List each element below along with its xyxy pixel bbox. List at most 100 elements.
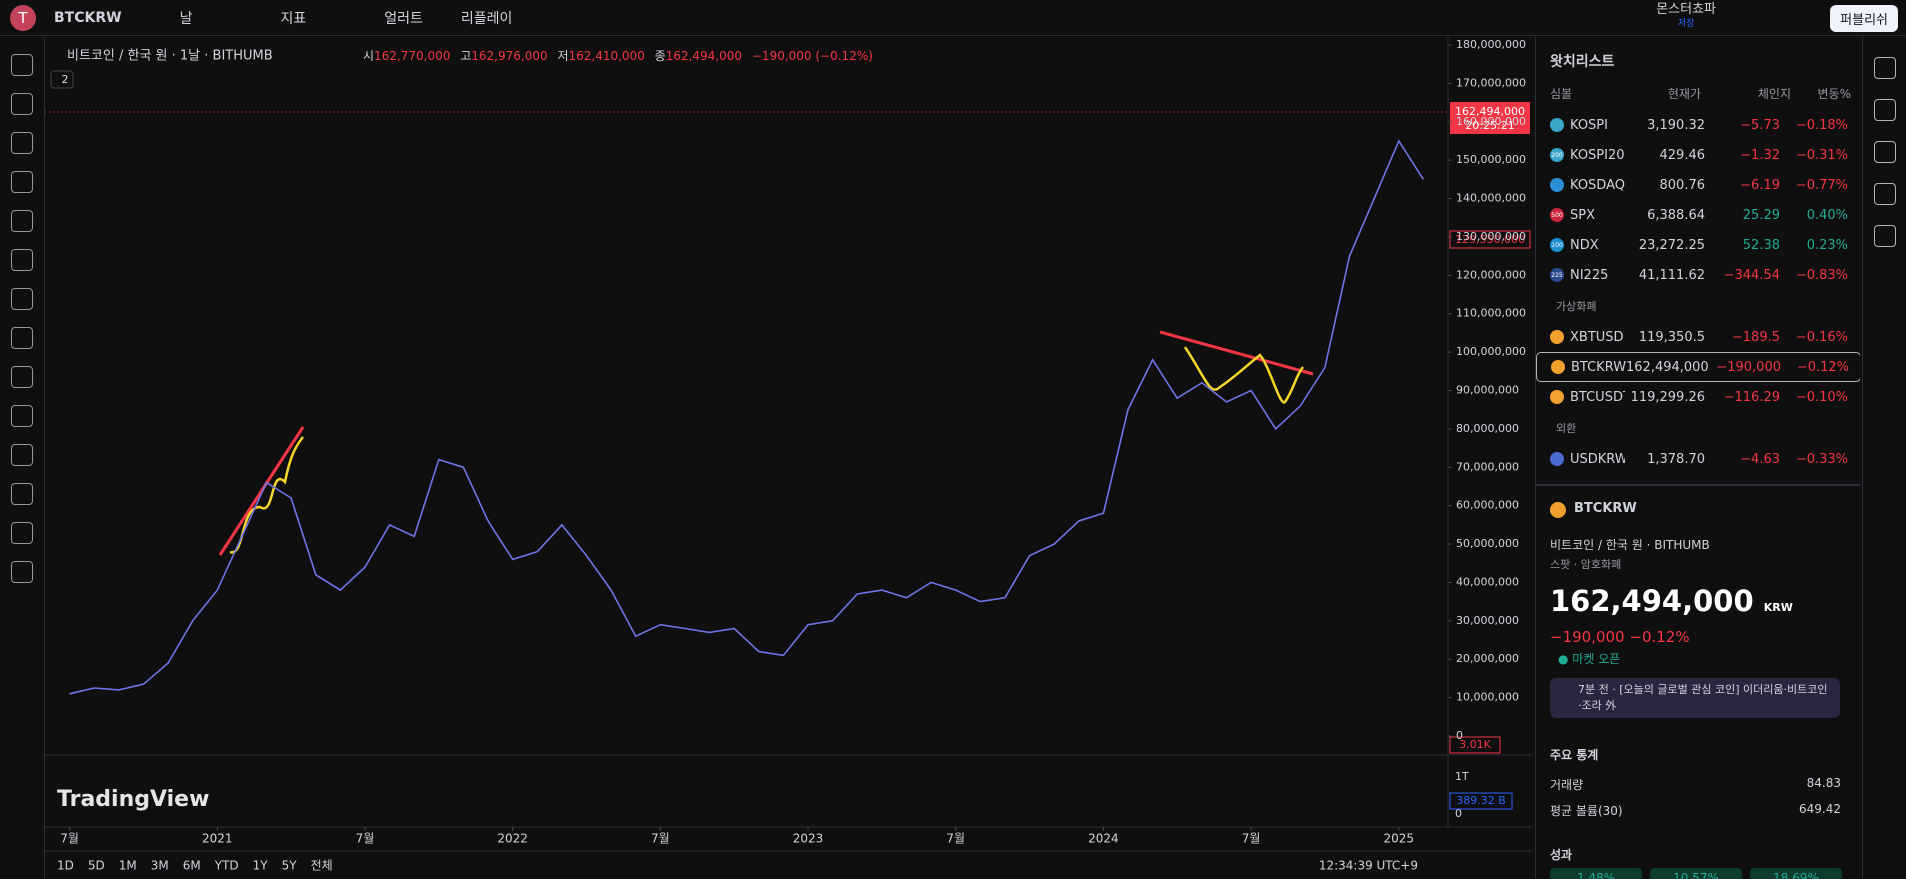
layout[interactable]: 몬스터쵸파 저장: [1656, 3, 1716, 31]
news-card[interactable]: 7분 전 · [오늘의 글로벌 관심 코인] 이더리움·비트코인·조라 外: [1550, 678, 1840, 718]
change: −4.63: [1740, 451, 1780, 467]
change: −116.29: [1723, 389, 1780, 405]
replay[interactable]: 리플레이: [460, 10, 513, 27]
watchlist-row[interactable]: BTCUSDT 119,299.26 −116.29 −0.10%: [1536, 382, 1860, 412]
interval[interactable]: 날: [179, 10, 193, 27]
symbol: XBTUSD: [1570, 329, 1624, 345]
watchlist-row[interactable]: XBTUSD 119,350.5 −189.5 −0.16%: [1536, 322, 1860, 352]
coin-icon: [1550, 502, 1566, 518]
tool[interactable]: [11, 405, 33, 427]
change: −189.5: [1731, 329, 1780, 345]
symbol: KOSPI: [1570, 117, 1608, 133]
collapse-button[interactable]: [50, 70, 74, 89]
symbol: KOSPI200: [1570, 147, 1625, 163]
symbol: BTCKRW: [1571, 359, 1626, 375]
change: −344.54: [1723, 267, 1780, 283]
publish-button[interactable]: 퍼블리쉬: [1830, 5, 1898, 32]
indicator-count: 2: [62, 73, 69, 86]
panel-button[interactable]: [1874, 99, 1896, 121]
watchlist-row[interactable]: BTCKRW 162,494,000 −190,000 −0.12%: [1536, 352, 1860, 382]
y-tick-label: 130,000,000: [1456, 230, 1526, 243]
watchlist-row[interactable]: KOSPI 3,190.32 −5.73 −0.18%: [1536, 110, 1860, 140]
symbol: USDKRW: [1570, 451, 1625, 467]
x-tick-label: 2022: [497, 832, 528, 846]
symbol-search[interactable]: BTCKRW: [54, 9, 122, 26]
tool[interactable]: [11, 444, 33, 466]
watchlist-title[interactable]: 왓치리스트: [1550, 54, 1615, 70]
tool[interactable]: [11, 93, 33, 115]
y-tick-label: 160,000,000: [1456, 115, 1526, 128]
pct: −0.10%: [1795, 389, 1848, 405]
tool[interactable]: [11, 171, 33, 193]
column-label: 변동%: [1817, 87, 1851, 101]
alert[interactable]: 얼러트: [384, 10, 423, 27]
volume-last: 3.01K: [1459, 738, 1491, 751]
value: 162,976,000: [471, 49, 547, 63]
column-label: 현재가: [1667, 87, 1701, 101]
right-toolbar: [1862, 37, 1906, 879]
x-tick-label: 7월: [60, 832, 79, 846]
watchlist-row[interactable]: 500 SPX 6,388.64 25.29 0.40%: [1536, 200, 1860, 230]
stat-label: 평균 볼륨(30): [1550, 804, 1623, 818]
tool[interactable]: [11, 54, 33, 76]
stat-label: 거래량: [1550, 778, 1584, 792]
range-button[interactable]: 1Y: [253, 859, 269, 873]
layout-status: 저장: [1677, 19, 1695, 29]
badge: 100: [1550, 238, 1564, 252]
indicators[interactable]: 지표: [280, 10, 307, 27]
tool[interactable]: [11, 483, 33, 505]
pct: 0.40%: [1806, 207, 1848, 223]
watchlist-row[interactable]: 225 NI225 41,111.62 −344.54 −0.83%: [1536, 260, 1860, 290]
watchlist-row[interactable]: 100 NDX 23,272.25 52.38 0.23%: [1536, 230, 1860, 260]
range-button[interactable]: 전체: [311, 859, 333, 873]
range-button[interactable]: 1D: [57, 859, 74, 873]
x-tick-label: 7월: [651, 832, 670, 846]
y-tick-label: 30,000,000: [1456, 614, 1519, 627]
y-tick-label: 140,000,000: [1456, 192, 1526, 205]
watchlist-row[interactable]: KOSDAQ 800.76 −6.19 −0.77%: [1536, 170, 1860, 200]
change: −5.73: [1740, 117, 1780, 133]
avatar[interactable]: T: [10, 4, 36, 31]
panel-button[interactable]: [1874, 141, 1896, 163]
range-button[interactable]: 6M: [183, 859, 201, 873]
panel-button[interactable]: [1874, 183, 1896, 205]
tool[interactable]: [11, 561, 33, 583]
tool[interactable]: [11, 132, 33, 154]
range-button[interactable]: 1M: [119, 859, 137, 873]
pct: −0.77%: [1795, 177, 1848, 193]
y-tick-label: 120,000,000: [1456, 268, 1526, 281]
watchlist-row[interactable]: 200 KOSPI200 429.46 −1.32 −0.31%: [1536, 140, 1860, 170]
tool[interactable]: [11, 327, 33, 349]
badge: [1550, 330, 1564, 344]
range-button[interactable]: 5D: [88, 859, 105, 873]
watermark: TradingView: [57, 787, 209, 812]
symbol: NI225: [1570, 267, 1609, 283]
price: 1,378.70: [1647, 451, 1705, 467]
tool[interactable]: [11, 522, 33, 544]
range-button[interactable]: YTD: [214, 859, 239, 873]
y-tick-label: 110,000,000: [1456, 307, 1526, 320]
watchlist-row[interactable]: USDKRW 1,378.70 −4.63 −0.33%: [1536, 444, 1860, 474]
price: 162,494,000: [1550, 584, 1754, 618]
tool[interactable]: [11, 288, 33, 310]
chart: 162,494,000 20:25:21 129,550,000 3.01K 1…: [45, 37, 1533, 879]
price: 3,190.32: [1647, 117, 1705, 133]
exchange: BITHUMB: [1654, 538, 1710, 552]
tool[interactable]: [11, 210, 33, 232]
watchlist-panel: 왓치리스트 심볼 현재가 체인지 변동% KOSPI 3,190.32 −5.73 −0.1…: [1535, 37, 1860, 879]
tool[interactable]: [11, 366, 33, 388]
panel-button[interactable]: [1874, 225, 1896, 247]
panel-button[interactable]: [1874, 57, 1896, 79]
range-button[interactable]: 3M: [151, 859, 169, 873]
change: −190,000 (−0.12%): [752, 49, 873, 63]
details-price: 162,494,000 KRW: [1550, 584, 1793, 618]
low-mark: 129,550,000: [1455, 233, 1525, 246]
details-kind: 스팟 · 암호화폐: [1550, 558, 1622, 571]
details-change: −190,000 −0.12%: [1550, 628, 1690, 646]
tool[interactable]: [11, 249, 33, 271]
ohlc: 시162,770,000 고162,976,000 저162,410,000 종…: [363, 49, 873, 63]
range-button[interactable]: 5Y: [282, 859, 298, 873]
y-tick-label: 0: [1456, 729, 1463, 742]
label: 저: [557, 49, 568, 63]
